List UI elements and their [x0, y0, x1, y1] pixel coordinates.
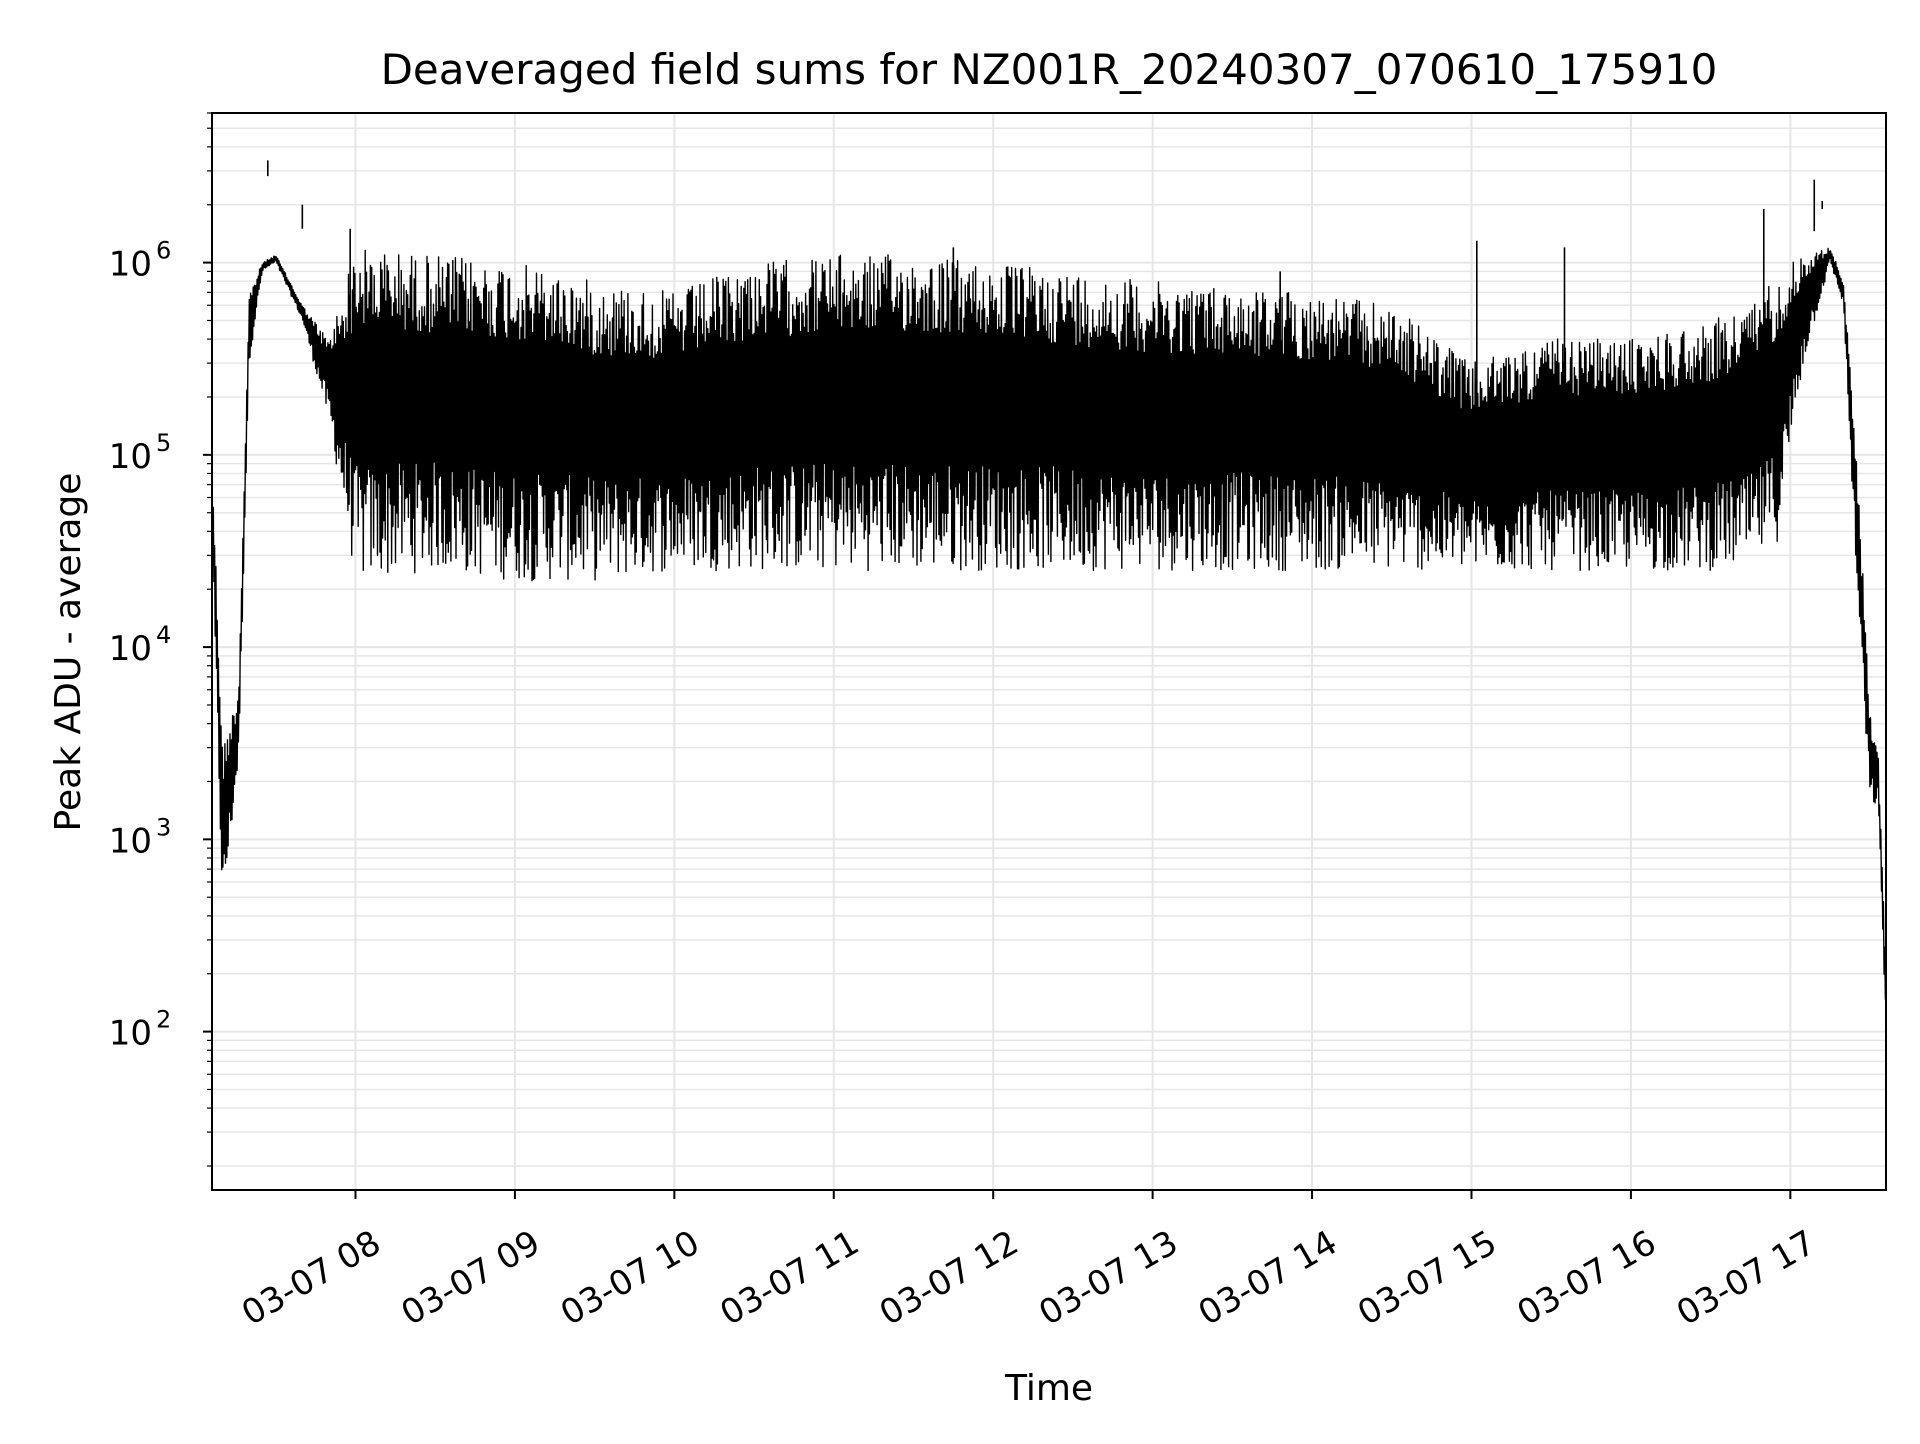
- y-tick-label: 10: [109, 1014, 152, 1054]
- y-tick-label: 10: [109, 245, 152, 285]
- y-tick-exponent: 5: [156, 429, 171, 457]
- y-axis-label: Peak ADU - average: [48, 473, 89, 832]
- y-tick-label: 10: [109, 629, 152, 669]
- y-tick-exponent: 4: [156, 621, 171, 649]
- data-series: [211, 160, 1887, 1001]
- y-tick-exponent: 3: [156, 813, 171, 841]
- plot-frame: [211, 112, 1887, 1191]
- chart-title: Deaveraged field sums for NZ001R_2024030…: [381, 45, 1718, 94]
- y-tick-exponent: 6: [156, 237, 171, 265]
- grid: [212, 112, 1886, 1190]
- series-line: [211, 247, 1887, 1001]
- y-tick-exponent: 2: [156, 1006, 171, 1034]
- y-tick-label: 10: [109, 437, 152, 477]
- y-tick-label: 10: [109, 821, 152, 861]
- x-axis-label: Time: [1004, 1368, 1093, 1409]
